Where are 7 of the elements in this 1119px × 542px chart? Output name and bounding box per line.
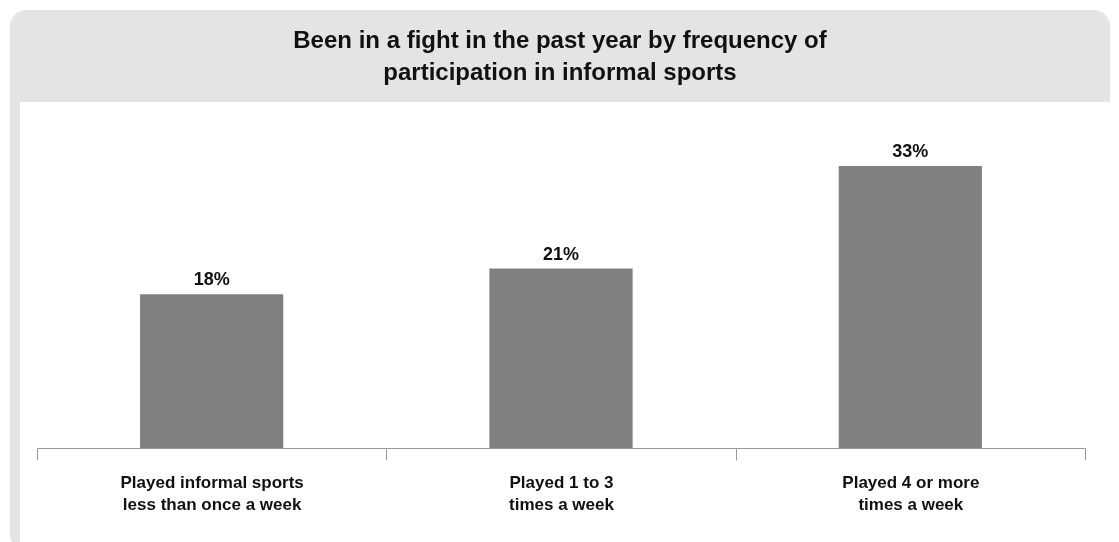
x-tick-label: Played informal sports less than once a week bbox=[120, 472, 304, 514]
data-label: 18% bbox=[193, 269, 230, 290]
x-tick-label: Played 4 or more times a week bbox=[842, 472, 980, 514]
data-label: 33% bbox=[892, 141, 929, 161]
data-label: 21% bbox=[542, 243, 580, 264]
chart-title: Been in a fight in the past year by frequency of participation in informal sports bbox=[292, 25, 828, 87]
x-tick-label: Played 1 to 3 times a week bbox=[509, 472, 615, 514]
